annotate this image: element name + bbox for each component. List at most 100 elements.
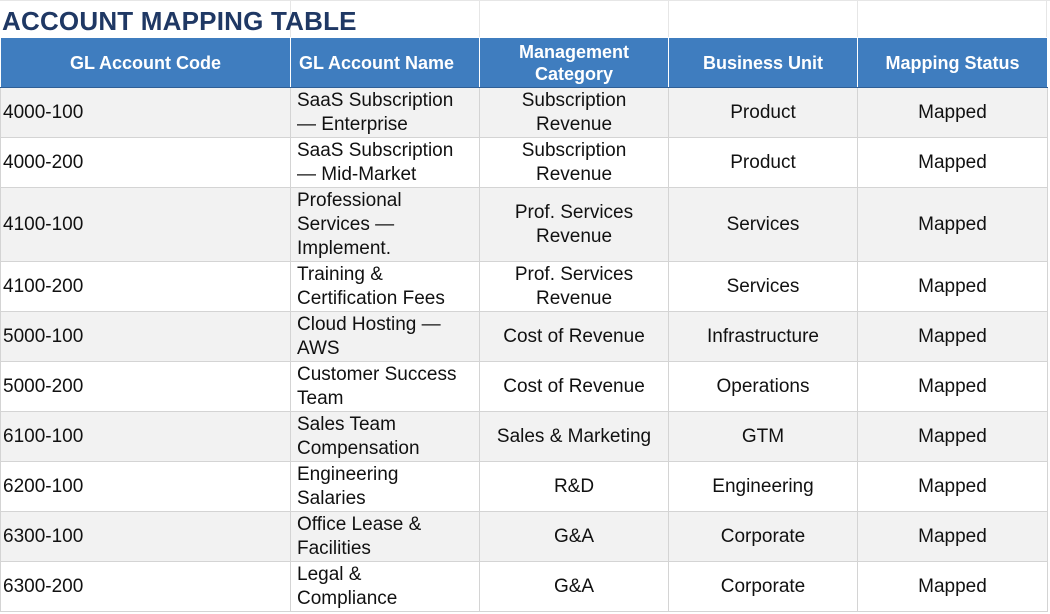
cell-gl-account-name[interactable]: Office Lease & Facilities xyxy=(290,511,480,562)
cell-mapping-status[interactable]: Mapped xyxy=(857,461,1048,512)
cell-mapping-status[interactable]: Mapped xyxy=(857,411,1048,462)
header-management-category-line1: Management xyxy=(518,41,630,62)
cell-management-category-line: Revenue xyxy=(535,225,613,247)
cell-gl-account-name-line: Compensation xyxy=(297,437,420,459)
cell-gl-account-name-line: SaaS Subscription xyxy=(297,89,454,111)
cell-gl-account-code[interactable]: 5000-100 xyxy=(0,311,291,362)
cell-mapping-status[interactable]: Mapped xyxy=(857,187,1048,262)
cell-gl-account-code[interactable]: 5000-200 xyxy=(0,361,291,412)
cell-gl-account-code[interactable]: 4000-100 xyxy=(0,87,291,138)
header-business-unit[interactable]: Business Unit xyxy=(668,37,858,88)
account-mapping-table: GL Account Code GL Account Name Manageme… xyxy=(0,37,1048,612)
cell-management-category-line: Revenue xyxy=(535,163,613,185)
cell-business-unit[interactable]: Corporate xyxy=(668,561,858,612)
cell-gl-account-name-line: Cloud Hosting — xyxy=(297,313,441,335)
cell-management-category[interactable]: Prof. Services Revenue xyxy=(479,187,669,262)
cell-management-category[interactable]: Cost of Revenue xyxy=(479,361,669,412)
cell-business-unit[interactable]: Product xyxy=(668,87,858,138)
cell-management-category-line: Revenue xyxy=(535,113,613,135)
table-body: 4000-100 SaaS Subscription — Enterprise Sub… xyxy=(0,87,1048,612)
cell-gl-account-code[interactable]: 4100-100 xyxy=(0,187,291,262)
cell-mapping-status[interactable]: Mapped xyxy=(857,311,1048,362)
cell-management-category-line: R&D xyxy=(553,475,595,497)
cell-business-unit[interactable]: GTM xyxy=(668,411,858,462)
cell-gl-account-name-line: Professional xyxy=(297,189,402,211)
cell-business-unit[interactable]: Services xyxy=(668,261,858,312)
cell-management-category-line: Subscription xyxy=(521,89,627,111)
cell-business-unit[interactable]: Product xyxy=(668,137,858,188)
table-row: 4100-200 Training & Certification Fees Prof… xyxy=(0,261,1048,312)
cell-management-category[interactable]: G&A xyxy=(479,511,669,562)
table-title[interactable]: ACCOUNT MAPPING TABLE xyxy=(2,6,357,36)
cell-gl-account-name[interactable]: Engineering Salaries xyxy=(290,461,480,512)
cell-gl-account-name-line: Certification Fees xyxy=(297,287,445,309)
cell-business-unit[interactable]: Services xyxy=(668,187,858,262)
cell-management-category-line: Prof. Services xyxy=(514,263,634,285)
cell-gl-account-name[interactable]: SaaS Subscription — Enterprise xyxy=(290,87,480,138)
cell-gl-account-code[interactable]: 6300-200 xyxy=(0,561,291,612)
cell-management-category[interactable]: Subscription Revenue xyxy=(479,137,669,188)
cell-management-category-line: G&A xyxy=(553,575,595,597)
cell-mapping-status[interactable]: Mapped xyxy=(857,561,1048,612)
table-row: 4000-100 SaaS Subscription — Enterprise Sub… xyxy=(0,87,1048,138)
cell-business-unit[interactable]: Infrastructure xyxy=(668,311,858,362)
header-management-category[interactable]: Management Category xyxy=(479,37,669,88)
cell-gl-account-name-line: — Enterprise xyxy=(297,113,408,135)
header-gl-account-code[interactable]: GL Account Code xyxy=(0,37,291,88)
cell-gl-account-code[interactable]: 6200-100 xyxy=(0,461,291,512)
cell-gl-account-name-line: Customer Success xyxy=(297,363,457,385)
cell-gl-account-name-line: Facilities xyxy=(297,537,371,559)
cell-mapping-status[interactable]: Mapped xyxy=(857,361,1048,412)
cell-management-category-line: Prof. Services xyxy=(514,201,634,223)
cell-gl-account-name[interactable]: Sales Team Compensation xyxy=(290,411,480,462)
cell-gl-account-name-line: Sales Team xyxy=(297,413,396,435)
cell-gl-account-name-line: Implement. xyxy=(297,237,391,259)
table-row: 4000-200 SaaS Subscription — Mid-Market Sub… xyxy=(0,137,1048,188)
cell-gl-account-name[interactable]: Training & Certification Fees xyxy=(290,261,480,312)
cell-management-category-line: Revenue xyxy=(535,287,613,309)
cell-gl-account-name[interactable]: Cloud Hosting — AWS xyxy=(290,311,480,362)
sheet-gridlines xyxy=(0,0,1050,37)
cell-gl-account-name[interactable]: Customer Success Team xyxy=(290,361,480,412)
cell-gl-account-name-line: Salaries xyxy=(297,487,366,509)
table-row: 6300-100 Office Lease & Facilities G&A Corpo… xyxy=(0,511,1048,562)
cell-management-category[interactable]: Cost of Revenue xyxy=(479,311,669,362)
table-row: 5000-100 Cloud Hosting — AWS Cost of Revenu… xyxy=(0,311,1048,362)
cell-gl-account-name-line: Team xyxy=(297,387,344,409)
cell-gl-account-name-line: Compliance xyxy=(297,587,398,609)
cell-business-unit[interactable]: Operations xyxy=(668,361,858,412)
cell-gl-account-name-line: Training & xyxy=(297,263,383,285)
cell-management-category-line: Cost of Revenue xyxy=(503,325,645,347)
cell-mapping-status[interactable]: Mapped xyxy=(857,137,1048,188)
table-row: 5000-200 Customer Success Team Cost of Reve… xyxy=(0,361,1048,412)
cell-gl-account-code[interactable]: 4100-200 xyxy=(0,261,291,312)
cell-gl-account-name[interactable]: SaaS Subscription — Mid-Market xyxy=(290,137,480,188)
cell-gl-account-code[interactable]: 6300-100 xyxy=(0,511,291,562)
cell-business-unit[interactable]: Corporate xyxy=(668,511,858,562)
header-management-category-line2: Category xyxy=(534,63,614,84)
cell-gl-account-name-line: Engineering xyxy=(297,463,399,485)
cell-gl-account-name-line: SaaS Subscription xyxy=(297,139,454,161)
header-mapping-status[interactable]: Mapping Status xyxy=(857,37,1048,88)
cell-gl-account-code[interactable]: 6100-100 xyxy=(0,411,291,462)
cell-mapping-status[interactable]: Mapped xyxy=(857,87,1048,138)
cell-mapping-status[interactable]: Mapped xyxy=(857,511,1048,562)
cell-management-category[interactable]: Prof. Services Revenue xyxy=(479,261,669,312)
header-gl-account-name[interactable]: GL Account Name xyxy=(290,37,480,88)
cell-gl-account-name-line: AWS xyxy=(297,337,340,359)
cell-management-category[interactable]: R&D xyxy=(479,461,669,512)
header-row: GL Account Code GL Account Name Manageme… xyxy=(0,37,1048,88)
cell-management-category[interactable]: G&A xyxy=(479,561,669,612)
cell-business-unit[interactable]: Engineering xyxy=(668,461,858,512)
cell-management-category[interactable]: Sales & Marketing xyxy=(479,411,669,462)
table-row: 6100-100 Sales Team Compensation Sales & Ma… xyxy=(0,411,1048,462)
cell-management-category-line: Subscription xyxy=(521,139,627,161)
cell-management-category[interactable]: Subscription Revenue xyxy=(479,87,669,138)
cell-mapping-status[interactable]: Mapped xyxy=(857,261,1048,312)
cell-gl-account-name-line: — Mid-Market xyxy=(297,163,417,185)
table-row: 6300-200 Legal & Compliance G&A Corporate Map… xyxy=(0,561,1048,612)
cell-gl-account-code[interactable]: 4000-200 xyxy=(0,137,291,188)
cell-gl-account-name[interactable]: Professional Services — Implement. xyxy=(290,187,480,262)
cell-gl-account-name[interactable]: Legal & Compliance xyxy=(290,561,480,612)
